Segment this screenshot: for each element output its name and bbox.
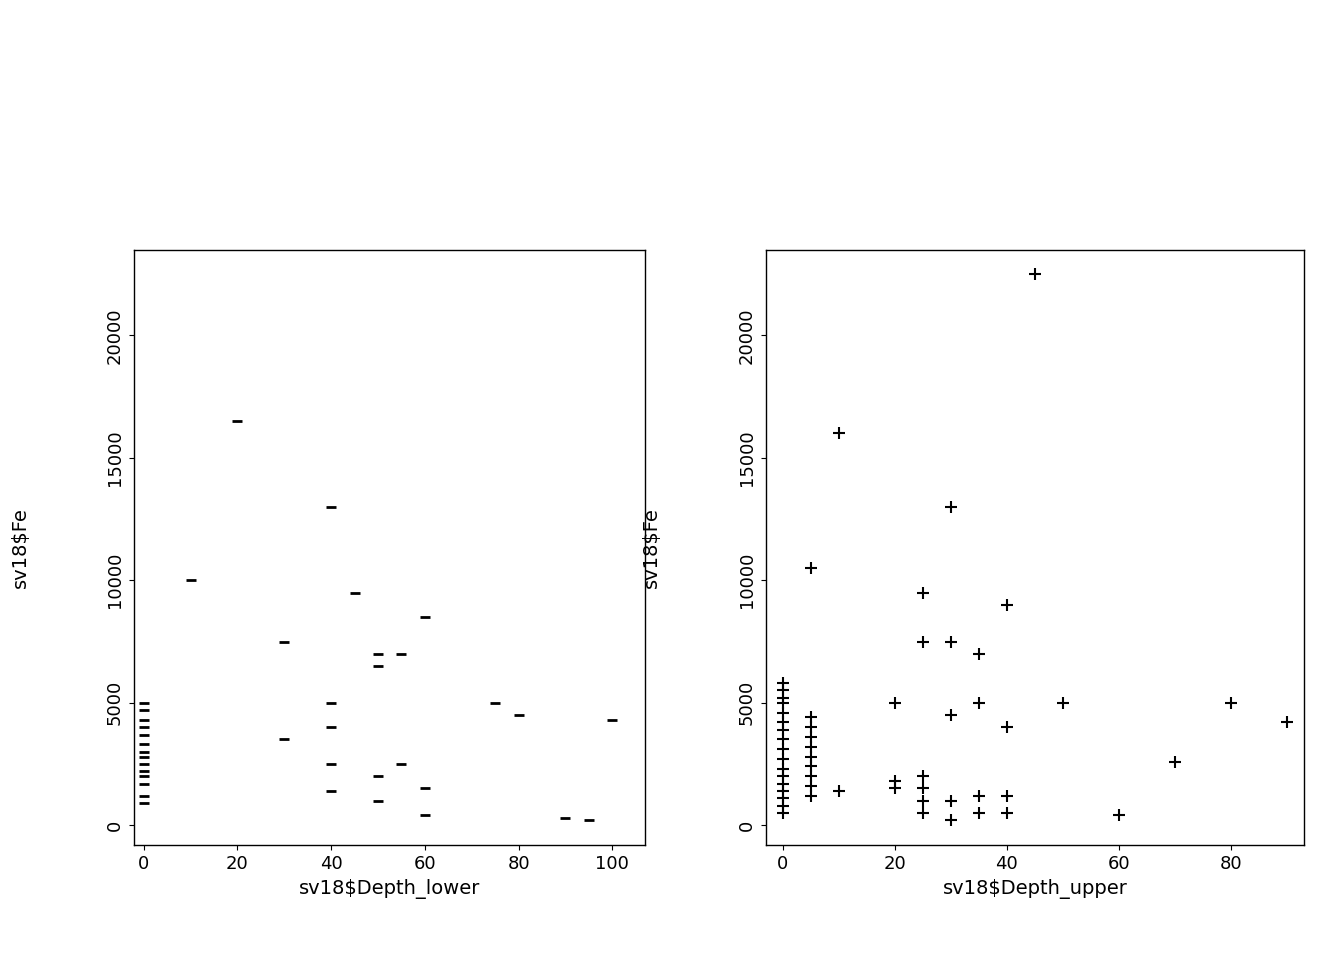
Y-axis label: sv18$Fe: sv18$Fe <box>642 507 661 588</box>
Y-axis label: sv18$Fe: sv18$Fe <box>11 507 30 588</box>
X-axis label: sv18$Depth_upper: sv18$Depth_upper <box>942 878 1128 899</box>
X-axis label: sv18$Depth_lower: sv18$Depth_lower <box>300 878 480 899</box>
